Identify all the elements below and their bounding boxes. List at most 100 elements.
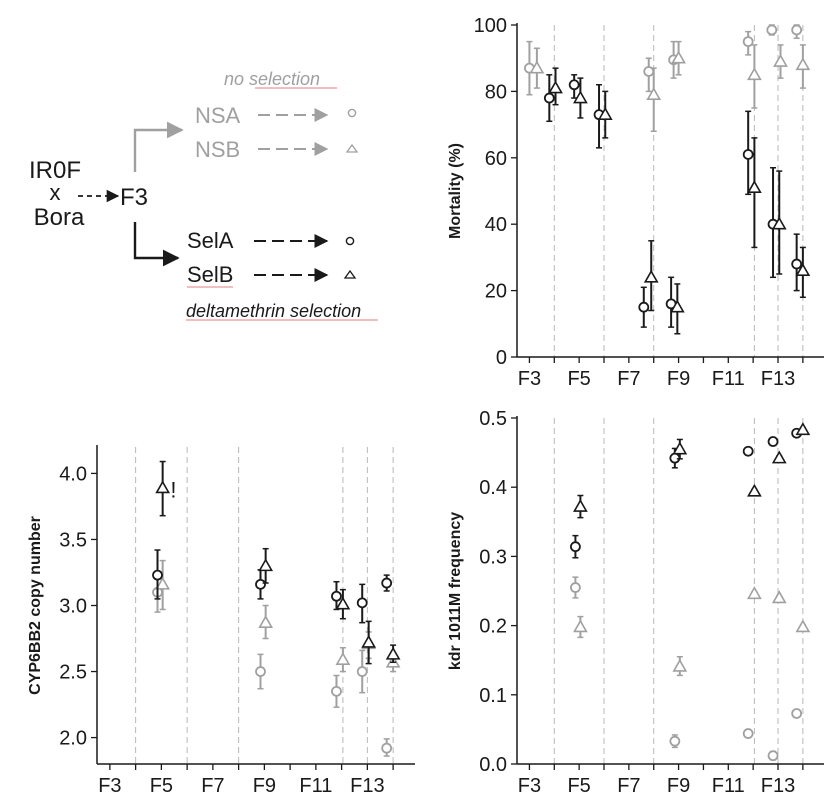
sela-label: SelA xyxy=(187,228,234,253)
x-tick-label: F11 xyxy=(712,775,745,796)
y-axis-label: Mortality (%) xyxy=(447,143,464,239)
data-point-triangle xyxy=(795,422,811,436)
data-point-triangle xyxy=(646,87,662,101)
crossing-diagram: IR0F x Bora F3 no selection NSA NSB SelA… xyxy=(29,69,378,321)
data-point-circle xyxy=(381,742,393,754)
sela-circle-icon xyxy=(345,236,355,246)
y-tick-label: 40 xyxy=(485,214,507,236)
x-tick-label: F13 xyxy=(761,775,795,796)
nonselected-branch-arrow xyxy=(133,121,184,172)
y-tick-label: 4.0 xyxy=(59,463,87,485)
data-point-triangle xyxy=(155,576,171,590)
x-tick-label: F9 xyxy=(667,775,690,796)
y-axis-label: kdr 1011M frequency xyxy=(447,512,464,670)
selected-branch-arrow xyxy=(133,222,180,267)
deltamethrin-selection-label: deltamethrin selection xyxy=(186,301,361,321)
y-tick-label: 2.5 xyxy=(59,662,87,684)
data-point-triangle xyxy=(773,53,788,67)
data-point-triangle xyxy=(573,498,588,512)
data-point-circle xyxy=(669,735,681,747)
y-tick-label: 60 xyxy=(485,148,507,170)
nsa-circle-icon xyxy=(347,108,357,118)
data-point-circle xyxy=(767,750,779,762)
cyp6bb2-panel: 2.0 2.5 3.0 3.5 4.0 F3 F5 F7 F9 F11 F13 CYP6BB2 cop… xyxy=(27,445,415,796)
data-point-triangle xyxy=(529,60,545,74)
x-tick-label: F13 xyxy=(761,368,795,390)
y-tick-label: 20 xyxy=(485,281,507,303)
data-point-triangle xyxy=(795,619,811,633)
data-point-triangle xyxy=(335,652,351,665)
y-tick-label: 0.0 xyxy=(479,754,507,776)
data-point-triangle xyxy=(671,50,686,64)
x-tick-label: F5 xyxy=(150,775,173,796)
x-tick-label: F7 xyxy=(617,775,640,796)
data-point-triangle xyxy=(548,80,563,94)
data-point-circle xyxy=(331,685,342,697)
x-tick-label: F7 xyxy=(201,775,224,796)
x-tick-label: F3 xyxy=(518,775,541,796)
data-point-circle xyxy=(791,258,803,270)
data-point-circle xyxy=(543,92,555,104)
data-point-circle xyxy=(570,541,581,553)
data-point-triangle xyxy=(771,450,787,464)
data-point-circle xyxy=(255,578,266,590)
data-point-circle xyxy=(152,569,163,581)
nsb-triangle-icon xyxy=(345,143,359,153)
data-point-circle xyxy=(255,666,266,677)
data-point-triangle xyxy=(747,483,762,497)
x-tick-label: F3 xyxy=(518,368,541,390)
y-tick-label: 0 xyxy=(496,347,507,369)
data-point-triangle xyxy=(795,57,811,71)
data-point-triangle xyxy=(361,634,377,648)
x-tick-label: F3 xyxy=(98,775,121,796)
x-tick-label: F11 xyxy=(712,368,745,390)
x-tick-label: F9 xyxy=(253,775,276,796)
data-point-triangle xyxy=(643,269,659,283)
x-tick-label: F11 xyxy=(299,775,332,796)
x-tick-label: F13 xyxy=(350,775,384,796)
data-point-triangle xyxy=(258,558,274,572)
y-tick-label: 2.0 xyxy=(59,728,87,750)
cross-symbol: x xyxy=(50,180,61,205)
y-tick-label: 0.4 xyxy=(479,477,507,499)
data-point-triangle xyxy=(795,263,811,276)
data-point-triangle xyxy=(573,619,588,633)
data-point-circle xyxy=(742,36,754,47)
data-point-triangle xyxy=(597,107,613,120)
y-tick-label: 100 xyxy=(474,15,507,37)
x-tick-label: F9 xyxy=(667,368,690,390)
data-point-triangle xyxy=(747,180,762,193)
data-point-circle xyxy=(767,436,779,447)
y-tick-label: 80 xyxy=(485,81,507,103)
data-point-circle xyxy=(742,728,754,739)
data-point-circle xyxy=(568,79,580,91)
x-tick-label: F5 xyxy=(567,368,590,390)
data-point-triangle xyxy=(672,441,688,455)
data-point-triangle xyxy=(385,646,401,660)
data-point-circle xyxy=(791,708,803,719)
data-point-circle xyxy=(356,666,368,677)
data-point-circle xyxy=(638,301,650,313)
f3-label: F3 xyxy=(120,184,148,211)
kdr-panel: 0.0 0.1 0.2 0.3 0.4 0.5 F3 F5 F7 F9 F11 F13 kdr 1011… xyxy=(447,408,824,796)
mortality-panel: 0 20 40 60 80 100 F3 F5 F7 F9 F11 F13 Mortality (%) xyxy=(447,15,824,390)
data-point-circle xyxy=(742,149,754,160)
data-point-triangle xyxy=(155,480,171,494)
data-point-triangle xyxy=(335,596,351,610)
x-tick-label: F5 xyxy=(567,775,590,796)
y-tick-label: 0.1 xyxy=(479,685,507,707)
data-point-circle xyxy=(356,597,368,609)
data-point-triangle xyxy=(771,216,787,230)
data-point-triangle xyxy=(771,590,787,604)
annotation-exclamation: ! xyxy=(170,477,176,502)
y-tick-label: 3.0 xyxy=(59,596,87,618)
data-point-triangle xyxy=(669,299,685,313)
data-point-triangle xyxy=(258,615,274,628)
data-point-circle xyxy=(791,24,803,36)
data-point-triangle xyxy=(573,90,588,104)
y-tick-label: 0.5 xyxy=(479,408,507,430)
data-point-triangle xyxy=(747,586,762,600)
selb-triangle-icon xyxy=(343,269,357,279)
no-selection-label: no selection xyxy=(224,69,320,89)
data-point-circle xyxy=(381,577,393,589)
